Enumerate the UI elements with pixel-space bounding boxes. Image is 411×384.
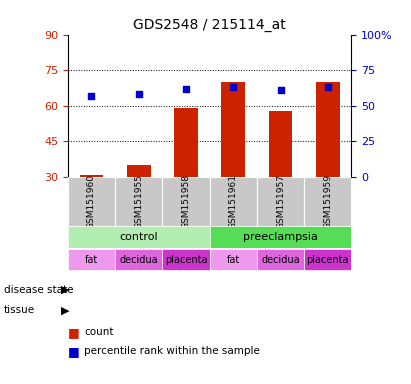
Text: ▶: ▶ [61, 305, 69, 315]
Bar [68, 249, 115, 270]
Text: decidua: decidua [261, 255, 300, 265]
Text: fat: fat [226, 255, 240, 265]
Bar [162, 177, 210, 226]
Text: percentile rank within the sample: percentile rank within the sample [84, 346, 260, 356]
Bar [210, 249, 257, 270]
Bar [68, 227, 210, 248]
Bar [257, 177, 304, 226]
Text: ▶: ▶ [61, 285, 69, 295]
Bar [316, 82, 339, 177]
Bar [269, 111, 292, 177]
Text: GSM151957: GSM151957 [276, 174, 285, 229]
Bar [68, 177, 115, 226]
Text: placenta: placenta [307, 255, 349, 265]
Bar [257, 249, 304, 270]
Point [277, 87, 284, 93]
Text: GSM151959: GSM151959 [323, 174, 332, 229]
Text: tissue: tissue [4, 305, 35, 315]
Point [88, 93, 95, 99]
Bar [115, 177, 162, 226]
Text: ■: ■ [68, 326, 80, 339]
Bar [210, 177, 257, 226]
Bar [174, 108, 198, 177]
Text: placenta: placenta [165, 255, 207, 265]
Text: disease state: disease state [4, 285, 74, 295]
Bar [162, 249, 210, 270]
Bar [115, 249, 162, 270]
Text: GSM151955: GSM151955 [134, 174, 143, 229]
Point [230, 84, 237, 90]
Point [136, 91, 142, 98]
Bar [304, 249, 351, 270]
Text: decidua: decidua [120, 255, 158, 265]
Text: fat: fat [85, 255, 98, 265]
Bar [222, 82, 245, 177]
Bar [80, 175, 103, 177]
Text: GSM151958: GSM151958 [182, 174, 190, 229]
Bar [210, 227, 351, 248]
Title: GDS2548 / 215114_at: GDS2548 / 215114_at [133, 18, 286, 32]
Text: count: count [84, 327, 114, 337]
Point [182, 86, 189, 92]
Text: control: control [120, 232, 158, 242]
Text: ■: ■ [68, 345, 80, 358]
Text: GSM151961: GSM151961 [229, 174, 238, 229]
Bar [127, 165, 150, 177]
Text: preeclampsia: preeclampsia [243, 232, 318, 242]
Point [325, 84, 331, 90]
Bar [304, 177, 351, 226]
Text: GSM151960: GSM151960 [87, 174, 96, 229]
